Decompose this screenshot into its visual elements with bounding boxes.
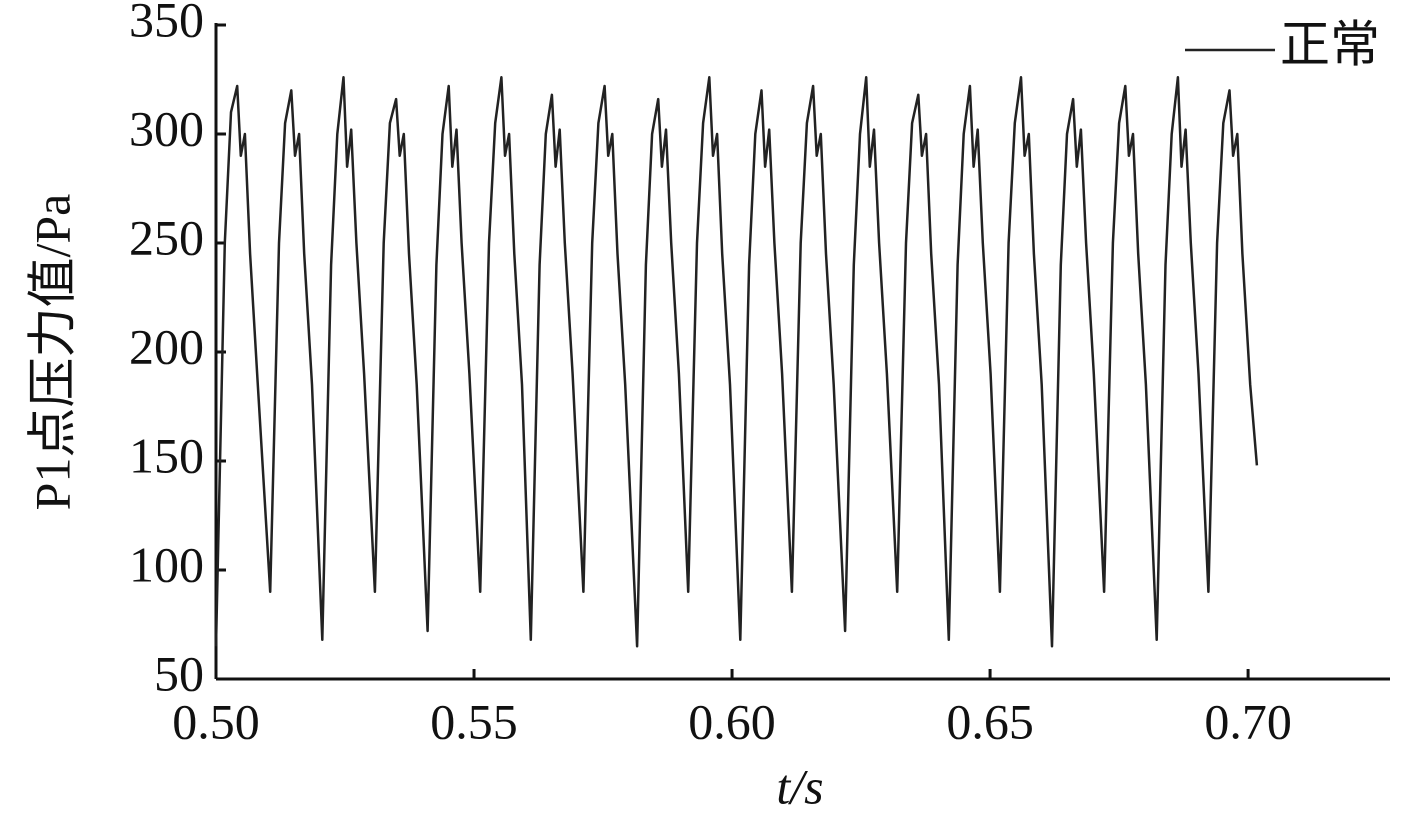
y-tick-label: 250 bbox=[129, 209, 204, 265]
y-tick-label: 150 bbox=[129, 427, 204, 483]
legend-label: 正常 bbox=[1280, 16, 1380, 72]
x-axis-label: t/s bbox=[776, 758, 823, 814]
x-tick-label: 0.50 bbox=[172, 693, 260, 749]
series-line bbox=[214, 76, 1259, 648]
y-tick-label: 50 bbox=[154, 645, 204, 701]
y-tick-label: 200 bbox=[129, 318, 204, 374]
x-tick-label: 0.55 bbox=[430, 693, 518, 749]
y-tick-label: 300 bbox=[129, 100, 204, 156]
x-tick-label: 0.60 bbox=[688, 693, 776, 749]
y-tick-label: 100 bbox=[129, 536, 204, 592]
x-tick-label: 0.70 bbox=[1204, 693, 1292, 749]
y-axis-label: P1点压力值/Pa bbox=[24, 194, 80, 511]
y-tick-label: 350 bbox=[129, 0, 204, 47]
x-tick-label: 0.65 bbox=[946, 693, 1034, 749]
